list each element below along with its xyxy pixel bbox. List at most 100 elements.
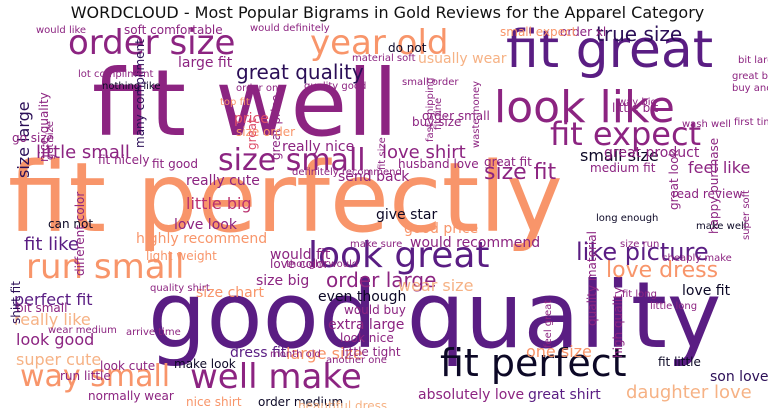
- cloud-word: long enough: [596, 213, 659, 224]
- cloud-word: size big: [256, 273, 310, 289]
- cloud-word: order large: [326, 268, 437, 292]
- cloud-word: normally wear: [88, 389, 174, 403]
- cloud-word: arrive time: [126, 327, 181, 338]
- cloud-word: love look: [174, 217, 237, 233]
- cloud-word: true size: [596, 22, 683, 46]
- cloud-word: would recommend: [410, 235, 541, 251]
- cloud-word: bit large: [738, 55, 768, 66]
- cloud-word: one size: [526, 342, 592, 361]
- cloud-word: lot compliment: [78, 69, 154, 80]
- cloud-word: nothing like: [102, 81, 161, 92]
- cloud-word: can not: [48, 217, 94, 231]
- cloud-word: another one: [326, 355, 387, 366]
- cloud-word: fit size: [377, 137, 388, 170]
- cloud-word: cheaply make: [662, 253, 732, 264]
- cloud-word: medium fit: [590, 161, 656, 175]
- cloud-word: month old: [270, 349, 321, 360]
- cloud-word: fit like: [24, 234, 79, 255]
- cloud-word: make look: [174, 357, 236, 371]
- cloud-word: fit great: [506, 22, 714, 80]
- cloud-word: fit well: [92, 50, 399, 157]
- cloud-word: look like: [494, 82, 675, 133]
- cloud-word: fit long: [622, 289, 657, 300]
- cloud-word: even though: [318, 289, 407, 305]
- cloud-word: really nice: [282, 139, 355, 155]
- cloud-word: top fit: [220, 97, 250, 108]
- cloud-word: highly recommend: [136, 231, 268, 247]
- cloud-word: get size: [45, 121, 56, 160]
- cloud-word: material soft: [352, 53, 416, 64]
- cloud-word: bit small: [16, 301, 68, 315]
- cloud-word: great: [245, 118, 259, 150]
- cloud-word: little small: [36, 142, 130, 163]
- cloud-word: little bit: [612, 101, 659, 115]
- cloud-word: do not: [388, 41, 427, 55]
- cloud-word: well make: [190, 357, 362, 397]
- cloud-word: run small: [26, 247, 185, 287]
- cloud-word: run little: [60, 369, 111, 383]
- cloud-word: love dress: [606, 258, 719, 283]
- cloud-word: wear medium: [48, 325, 117, 336]
- cloud-word: look cute: [100, 359, 156, 373]
- cloud-word: look good: [16, 330, 95, 349]
- cloud-word: good price: [404, 221, 479, 237]
- cloud-word: quality material: [585, 231, 599, 326]
- cloud-word: shirt fit: [9, 281, 23, 324]
- cloud-word: good quality: [148, 262, 722, 369]
- cloud-word: fit little: [658, 355, 701, 369]
- cloud-word: would like: [36, 25, 87, 36]
- cloud-word: beautiful dress: [298, 399, 388, 408]
- cloud-word: feel like: [688, 158, 751, 177]
- cloud-word: soft comfortable: [124, 23, 223, 37]
- cloud-word: small order: [402, 77, 459, 88]
- cloud-word: order small: [422, 109, 490, 123]
- cloud-word: love shirt: [382, 142, 466, 163]
- cloud-word: would buy: [344, 303, 406, 317]
- cloud-word: thought would: [286, 259, 359, 270]
- cloud-word: nice shirt: [186, 395, 242, 408]
- cloud-word: way big: [618, 97, 657, 108]
- cloud-word: different color: [73, 191, 87, 276]
- cloud-word: send back: [338, 169, 410, 185]
- cloud-word: price: [234, 111, 269, 127]
- cloud-word: happy purchase: [707, 137, 721, 234]
- cloud-word: size chart: [196, 285, 264, 301]
- cloud-word: little tight: [342, 345, 401, 359]
- cloud-word: fit nicely: [98, 153, 150, 167]
- cloud-word: wash well: [682, 119, 731, 130]
- cloud-word: little big: [186, 194, 252, 213]
- cloud-word: small expect: [500, 25, 577, 39]
- cloud-word: absolutely love: [418, 387, 525, 403]
- cloud-word: large size: [286, 344, 363, 363]
- cloud-word: look great: [308, 235, 490, 276]
- cloud-word: fit good: [152, 157, 198, 171]
- cloud-word: daughter love: [626, 382, 752, 403]
- cloud-word: great product: [604, 145, 700, 161]
- word-cloud: fit perfectly good quality fit well fit gre…: [8, 22, 768, 408]
- cloud-word: make sure: [350, 239, 403, 250]
- cloud-word: great shirt: [528, 387, 601, 403]
- cloud-word: usually wear: [418, 51, 507, 67]
- cloud-word: first time: [734, 117, 768, 128]
- cloud-word: dress fit: [230, 345, 287, 361]
- cloud-word: quality shirt: [150, 283, 210, 294]
- cloud-word: super soft: [741, 190, 752, 240]
- cloud-word: many compliment: [133, 39, 147, 148]
- cloud-word: feel great: [543, 299, 554, 348]
- cloud-word: size run: [620, 239, 660, 250]
- cloud-word: really like: [14, 310, 91, 329]
- cloud-word: wear size: [398, 276, 474, 295]
- cloud-word: super cute: [16, 350, 102, 369]
- cloud-word: great buy: [732, 71, 768, 82]
- cloud-word: would fit: [270, 247, 331, 263]
- cloud-word: year old: [310, 23, 449, 63]
- cloud-word: make well: [696, 221, 747, 232]
- cloud-word: buy another: [732, 83, 768, 94]
- cloud-word: size small: [218, 143, 366, 178]
- cloud-word: fit perfectly: [8, 142, 563, 254]
- cloud-word: fit expect: [550, 115, 702, 153]
- cloud-word: fit perfect: [440, 341, 627, 385]
- cloud-word: give star: [376, 207, 438, 223]
- cloud-word: little long: [650, 301, 698, 312]
- cloud-word: buy size: [412, 115, 462, 129]
